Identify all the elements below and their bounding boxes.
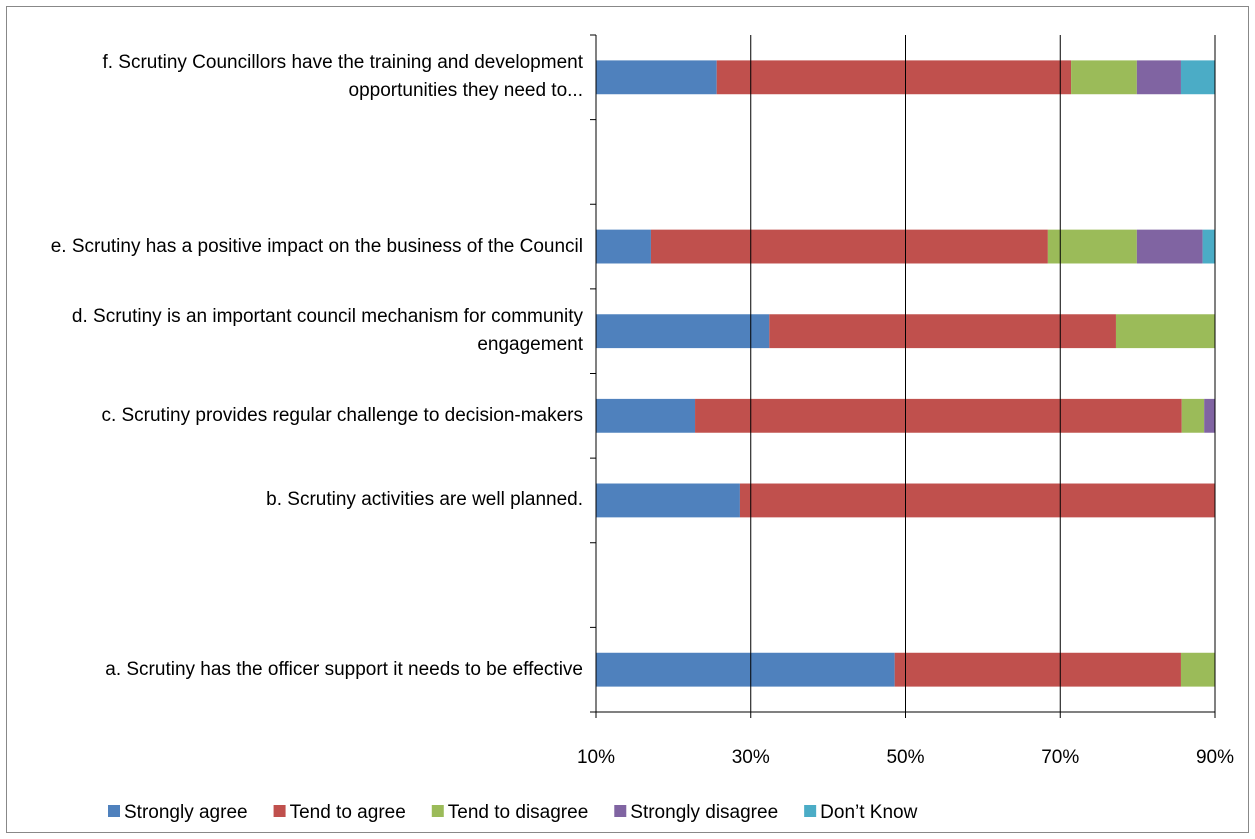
y-tick-label: a. Scrutiny has the officer support it n… xyxy=(105,658,583,680)
y-tick-label: f. Scrutiny Councillors have the trainin… xyxy=(102,52,583,102)
legend-swatch xyxy=(804,805,817,817)
y-tick-label: e. Scrutiny has a positive impact on the… xyxy=(50,235,583,257)
legend-swatch xyxy=(273,805,286,817)
legend-label: Strongly agree xyxy=(124,802,248,823)
bar-segment xyxy=(716,60,1072,95)
x-tick-label: 70% xyxy=(1041,747,1079,768)
bar-segment xyxy=(1136,60,1181,95)
x-tick-label: 50% xyxy=(886,747,924,768)
bar-segment xyxy=(596,398,696,433)
bar-segment xyxy=(596,229,651,264)
y-tick-label: b. Scrutiny activities are well planned. xyxy=(266,489,583,511)
bar-segment xyxy=(894,652,1181,687)
x-tick-label: 10% xyxy=(577,747,615,768)
x-tick-label: 90% xyxy=(1196,747,1234,768)
y-tick-label: c. Scrutiny provides regular challenge t… xyxy=(101,404,583,426)
legend-swatch xyxy=(108,805,120,817)
legend-label: Tend to agree xyxy=(290,802,406,823)
bar-segment xyxy=(1181,398,1205,433)
chart-border xyxy=(6,6,1249,833)
y-tick-label: d. Scrutiny is an important council mech… xyxy=(71,306,583,356)
bar-segment xyxy=(596,314,770,349)
bar-segment xyxy=(1202,229,1215,264)
bar-segment xyxy=(1136,229,1203,264)
bar-segment xyxy=(1115,314,1215,349)
bar-segment xyxy=(769,314,1116,349)
legend-swatch xyxy=(431,805,444,817)
bar-segment xyxy=(1180,60,1215,95)
bar-segment xyxy=(1204,398,1215,433)
bar-segment xyxy=(695,398,1182,433)
bar-segment xyxy=(1180,652,1215,687)
bar-segment xyxy=(1047,229,1137,264)
legend-label: Strongly disagree xyxy=(630,802,778,823)
bar-segment xyxy=(739,483,1215,518)
legend-label: Don’t Know xyxy=(820,802,917,823)
bar-segment xyxy=(596,60,717,95)
legend-label: Tend to disagree xyxy=(448,802,589,823)
bar-segment xyxy=(596,652,895,687)
legend-swatch xyxy=(614,805,627,817)
bar-segment xyxy=(596,483,740,518)
x-tick-label: 30% xyxy=(732,747,770,768)
bar-segment xyxy=(650,229,1048,264)
bar-segment xyxy=(1071,60,1137,95)
